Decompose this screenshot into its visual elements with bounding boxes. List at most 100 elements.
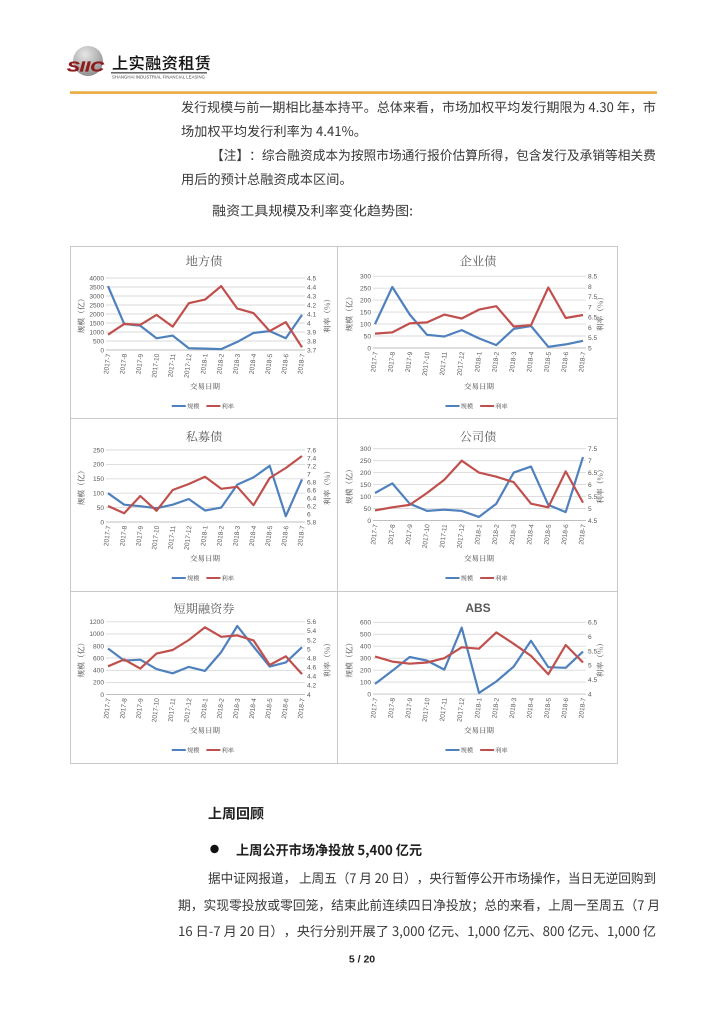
svg-text:2018-2: 2018-2 [491,351,500,373]
svg-text:7.4: 7.4 [307,455,316,462]
svg-text:1500: 1500 [89,320,104,327]
svg-text:5.5: 5.5 [588,335,597,342]
svg-text:2018-7: 2018-7 [578,697,587,719]
svg-text:6.5: 6.5 [588,620,597,627]
svg-text:4.3: 4.3 [307,293,316,300]
svg-text:8: 8 [588,284,592,291]
svg-text:8.5: 8.5 [588,274,597,281]
svg-text:2017-8: 2017-8 [387,524,396,546]
svg-text:4.1: 4.1 [307,311,316,318]
svg-text:1000: 1000 [89,631,104,638]
svg-text:7.2: 7.2 [307,463,316,470]
svg-text:4.4: 4.4 [307,674,316,681]
svg-text:2018-4: 2018-4 [526,351,535,373]
svg-text:2017-11: 2017-11 [167,353,177,378]
svg-text:2018-1: 2018-1 [200,353,209,375]
svg-text:200: 200 [360,297,371,304]
svg-text:2018-6: 2018-6 [281,525,290,547]
svg-text:2018-4: 2018-4 [526,524,535,546]
svg-text:5: 5 [307,646,311,653]
svg-text:2017-12: 2017-12 [184,698,194,723]
svg-text:50: 50 [364,333,372,340]
svg-text:2017-11: 2017-11 [439,524,449,549]
svg-text:2017-9: 2017-9 [405,351,414,373]
svg-text:0: 0 [100,347,104,354]
svg-text:2017-7: 2017-7 [370,351,379,373]
svg-text:2017-10: 2017-10 [151,353,161,378]
svg-text:4.5: 4.5 [588,677,597,684]
svg-text:100: 100 [360,494,371,501]
svg-text:ABS: ABS [465,601,490,615]
svg-text:4.5: 4.5 [588,518,597,525]
svg-text:250: 250 [360,458,371,465]
svg-text:5.5: 5.5 [588,648,597,655]
svg-text:200: 200 [360,470,371,477]
svg-text:2017-7: 2017-7 [370,524,379,546]
svg-text:2018-7: 2018-7 [578,351,587,373]
svg-text:0: 0 [367,345,371,352]
svg-text:2017-9: 2017-9 [135,353,144,375]
svg-text:2018-2: 2018-2 [216,698,225,720]
svg-text:600: 600 [93,655,104,662]
svg-text:2017-8: 2017-8 [119,353,128,375]
svg-text:5.2: 5.2 [307,637,316,644]
svg-text:2017-8: 2017-8 [119,525,128,547]
svg-text:2018-3: 2018-3 [232,698,241,720]
svg-text:200: 200 [93,680,104,687]
svg-text:800: 800 [93,643,104,650]
svg-text:2017-10: 2017-10 [151,525,161,550]
svg-text:2018-5: 2018-5 [265,525,274,547]
svg-text:7: 7 [588,458,592,465]
svg-text:2017-7: 2017-7 [103,353,112,375]
svg-text:2017-11: 2017-11 [439,697,449,722]
svg-text:2018-5: 2018-5 [265,353,274,375]
svg-text:5.8: 5.8 [307,519,316,526]
svg-text:7.6: 7.6 [307,447,316,454]
svg-text:7: 7 [588,304,592,311]
svg-text:2018-6: 2018-6 [561,351,570,373]
svg-text:2017-9: 2017-9 [405,697,414,719]
svg-text:400: 400 [360,644,371,651]
svg-text:2017-10: 2017-10 [422,697,432,722]
svg-text:3500: 3500 [89,284,104,291]
svg-text:2017-9: 2017-9 [405,524,414,546]
svg-text:6.6: 6.6 [307,487,316,494]
svg-text:200: 200 [360,668,371,675]
svg-text:250: 250 [360,286,371,293]
svg-text:2017-12: 2017-12 [456,351,466,376]
svg-text:2017-10: 2017-10 [422,351,432,376]
svg-text:250: 250 [93,447,104,454]
svg-text:2017-11: 2017-11 [167,525,177,550]
svg-text:2018-4: 2018-4 [249,525,258,547]
svg-text:500: 500 [93,338,104,345]
svg-text:2018-1: 2018-1 [200,698,209,720]
svg-text:5.4: 5.4 [307,628,316,635]
svg-text:500: 500 [360,632,371,639]
svg-text:2017-10: 2017-10 [151,698,161,723]
svg-text:6.5: 6.5 [588,470,597,477]
svg-text:6: 6 [588,482,592,489]
svg-text:6: 6 [307,511,311,518]
svg-text:2018-3: 2018-3 [509,524,518,546]
svg-text:2017-8: 2017-8 [387,351,396,373]
svg-text:4.6: 4.6 [307,665,316,672]
svg-text:5: 5 [588,345,592,352]
svg-text:6: 6 [588,325,592,332]
svg-text:3.8: 3.8 [307,338,316,345]
svg-text:2018-3: 2018-3 [232,525,241,547]
svg-text:SIIC: SIIC [67,59,105,76]
svg-text:2018-3: 2018-3 [509,351,518,373]
svg-text:2017-12: 2017-12 [456,524,466,549]
svg-text:2018-6: 2018-6 [281,353,290,375]
svg-text:50: 50 [364,506,372,513]
svg-text:2018-3: 2018-3 [232,353,241,375]
svg-text:2017-12: 2017-12 [184,353,194,378]
svg-text:150: 150 [360,309,371,316]
svg-text:2018-2: 2018-2 [491,697,500,719]
svg-text:4.5: 4.5 [307,275,316,282]
svg-text:5: 5 [588,663,592,670]
svg-text:2018-5: 2018-5 [543,524,552,546]
svg-text:3.7: 3.7 [307,347,316,354]
svg-text:100: 100 [360,679,371,686]
svg-text:2500: 2500 [89,302,104,309]
